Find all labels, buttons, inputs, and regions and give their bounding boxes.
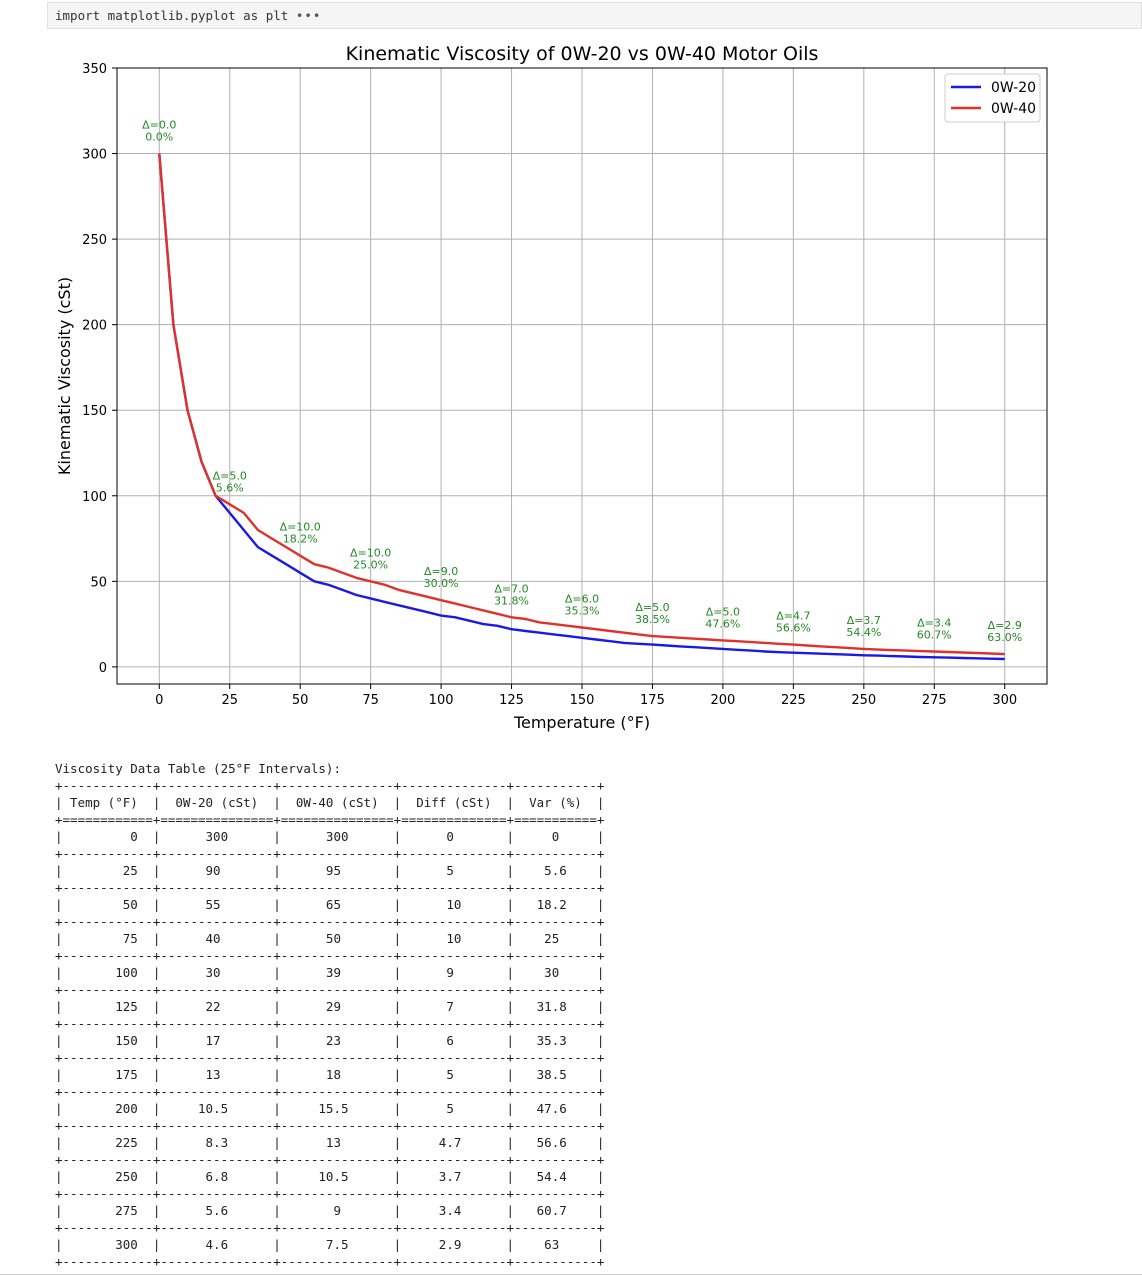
table-row: | 100 | 30 | 39 | 9 | 30 | xyxy=(55,965,605,980)
table-border: +------------+---------------+----------… xyxy=(55,1220,605,1235)
table-border: +------------+---------------+----------… xyxy=(55,1050,605,1065)
table-border: +------------+---------------+----------… xyxy=(55,1016,605,1031)
table-row: | 225 | 8.3 | 13 | 4.7 | 56.6 | xyxy=(55,1135,605,1150)
table-row: | 0 | 300 | 300 | 0 | 0 | xyxy=(55,829,605,844)
table-row: | 150 | 17 | 23 | 6 | 35.3 | xyxy=(55,1033,605,1048)
annotation-delta: Δ=5.0 xyxy=(213,469,247,482)
table-row: | 275 | 5.6 | 9 | 3.4 | 60.7 | xyxy=(55,1203,605,1218)
annotation-percent: 30.0% xyxy=(424,577,459,590)
chart-series xyxy=(158,153,1005,661)
viscosity-chart: 0 25 50 75 100 125 150 175 200 225 250 275 300 0 50 100… xyxy=(55,43,1048,732)
x-tick-label: 50 xyxy=(292,693,309,708)
annotation-percent: 60.7% xyxy=(917,628,952,641)
y-tick-label: 100 xyxy=(82,490,107,505)
table-border: +------------+---------------+----------… xyxy=(55,1118,605,1133)
chart-title: Kinematic Viscosity of 0W-20 vs 0W-40 Mo… xyxy=(346,43,819,65)
annotation-delta: Δ=10.0 xyxy=(350,546,391,559)
x-tick-label: 175 xyxy=(640,693,665,708)
annotation-delta: Δ=5.0 xyxy=(706,605,740,618)
cell-divider xyxy=(0,1274,1142,1275)
annotation-percent: 47.6% xyxy=(705,617,740,630)
annotation-delta: Δ=9.0 xyxy=(424,565,458,578)
annotation-delta: Δ=10.0 xyxy=(280,521,321,534)
annotation-percent: 25.0% xyxy=(353,558,388,571)
annotation-delta: Δ=4.7 xyxy=(776,610,810,623)
table-border: +------------+---------------+----------… xyxy=(55,846,605,861)
table-border: +------------+---------------+----------… xyxy=(55,982,605,997)
x-axis-label: Temperature (°F) xyxy=(513,713,650,732)
table-border: +------------+---------------+----------… xyxy=(55,914,605,929)
table-row: | 50 | 55 | 65 | 10 | 18.2 | xyxy=(55,897,605,912)
annotation-delta: Δ=2.9 xyxy=(988,619,1022,632)
annotation-percent: 5.6% xyxy=(216,481,244,494)
annotation-percent: 54.4% xyxy=(846,626,881,639)
y-axis-label: Kinematic Viscosity (cSt) xyxy=(55,277,74,475)
table-row: | 75 | 40 | 50 | 10 | 25 | xyxy=(55,931,605,946)
y-tick-label: 250 xyxy=(82,233,107,248)
annotation-delta: Δ=7.0 xyxy=(494,582,528,595)
x-tick-label: 250 xyxy=(851,693,876,708)
chart-ticks: 0 25 50 75 100 125 150 175 200 225 250 275 300 0 50 100… xyxy=(82,62,1017,708)
x-tick-label: 300 xyxy=(992,693,1017,708)
chart-legend: 0W-20 0W-40 xyxy=(944,73,1041,123)
legend-label: 0W-20 xyxy=(991,80,1036,96)
annotation-delta: Δ=3.4 xyxy=(917,616,951,629)
annotation-percent: 0.0% xyxy=(145,131,173,144)
table-border: +------------+---------------+----------… xyxy=(55,778,605,793)
annotation-percent: 31.8% xyxy=(494,594,529,607)
series-line-0w20 xyxy=(158,153,1005,661)
x-tick-label: 150 xyxy=(570,693,595,708)
table-border: +------------+---------------+----------… xyxy=(55,880,605,895)
code-cell[interactable]: import matplotlib.pyplot as plt ••• xyxy=(47,2,1142,29)
annotation-delta: Δ=3.7 xyxy=(847,614,881,627)
series-line-0w40 xyxy=(158,153,1005,656)
table-border: +------------+---------------+----------… xyxy=(55,1254,605,1269)
x-tick-label: 200 xyxy=(710,693,735,708)
table-row: | 200 | 10.5 | 15.5 | 5 | 47.6 | xyxy=(55,1101,605,1116)
x-tick-label: 275 xyxy=(922,693,947,708)
annotation-percent: 18.2% xyxy=(283,533,318,546)
table-border: +------------+---------------+----------… xyxy=(55,948,605,963)
table-row: | 250 | 6.8 | 10.5 | 3.7 | 54.4 | xyxy=(55,1169,605,1184)
legend-label: 0W-40 xyxy=(991,101,1036,117)
y-tick-label: 200 xyxy=(82,319,107,334)
x-tick-label: 25 xyxy=(221,693,238,708)
annotation-delta: Δ=5.0 xyxy=(635,601,669,614)
chart-grid xyxy=(117,67,1047,684)
table-row: | 300 | 4.6 | 7.5 | 2.9 | 63 | xyxy=(55,1237,605,1252)
x-tick-label: 100 xyxy=(429,693,454,708)
table-row: | 175 | 13 | 18 | 5 | 38.5 | xyxy=(55,1067,605,1082)
x-tick-label: 75 xyxy=(362,693,379,708)
x-tick-label: 125 xyxy=(499,693,524,708)
table-row: | 125 | 22 | 29 | 7 | 31.8 | xyxy=(55,999,605,1014)
table-border: +------------+---------------+----------… xyxy=(55,1152,605,1167)
annotation-percent: 38.5% xyxy=(635,613,670,626)
annotation-percent: 56.6% xyxy=(776,622,811,635)
annotation-delta: Δ=6.0 xyxy=(565,593,599,606)
table-header: | Temp (°F) | 0W-20 (cSt) | 0W-40 (cSt) … xyxy=(55,795,605,810)
annotation-percent: 35.3% xyxy=(565,605,600,618)
chart-annotations: Δ=0.00.0%Δ=5.05.6%Δ=10.018.2%Δ=10.025.0%… xyxy=(142,119,1022,644)
x-tick-label: 0 xyxy=(155,693,163,708)
code-text: import matplotlib.pyplot as plt xyxy=(55,8,289,23)
y-tick-label: 300 xyxy=(82,148,107,163)
viscosity-data-table: Viscosity Data Table (25°F Intervals): +… xyxy=(55,761,605,1269)
y-tick-label: 150 xyxy=(82,404,107,419)
y-tick-label: 0 xyxy=(99,661,107,676)
y-tick-label: 50 xyxy=(90,575,107,590)
annotation-delta: Δ=0.0 xyxy=(142,119,176,132)
annotation-percent: 63.0% xyxy=(987,631,1022,644)
table-row: | 25 | 90 | 95 | 5 | 5.6 | xyxy=(55,863,605,878)
table-border: +------------+---------------+----------… xyxy=(55,1186,605,1201)
table-border: +------------+---------------+----------… xyxy=(55,1084,605,1099)
x-tick-label: 225 xyxy=(781,693,806,708)
table-border: +============+===============+==========… xyxy=(55,812,605,827)
expand-dots-icon[interactable]: ••• xyxy=(295,8,322,23)
y-tick-label: 350 xyxy=(82,62,107,77)
